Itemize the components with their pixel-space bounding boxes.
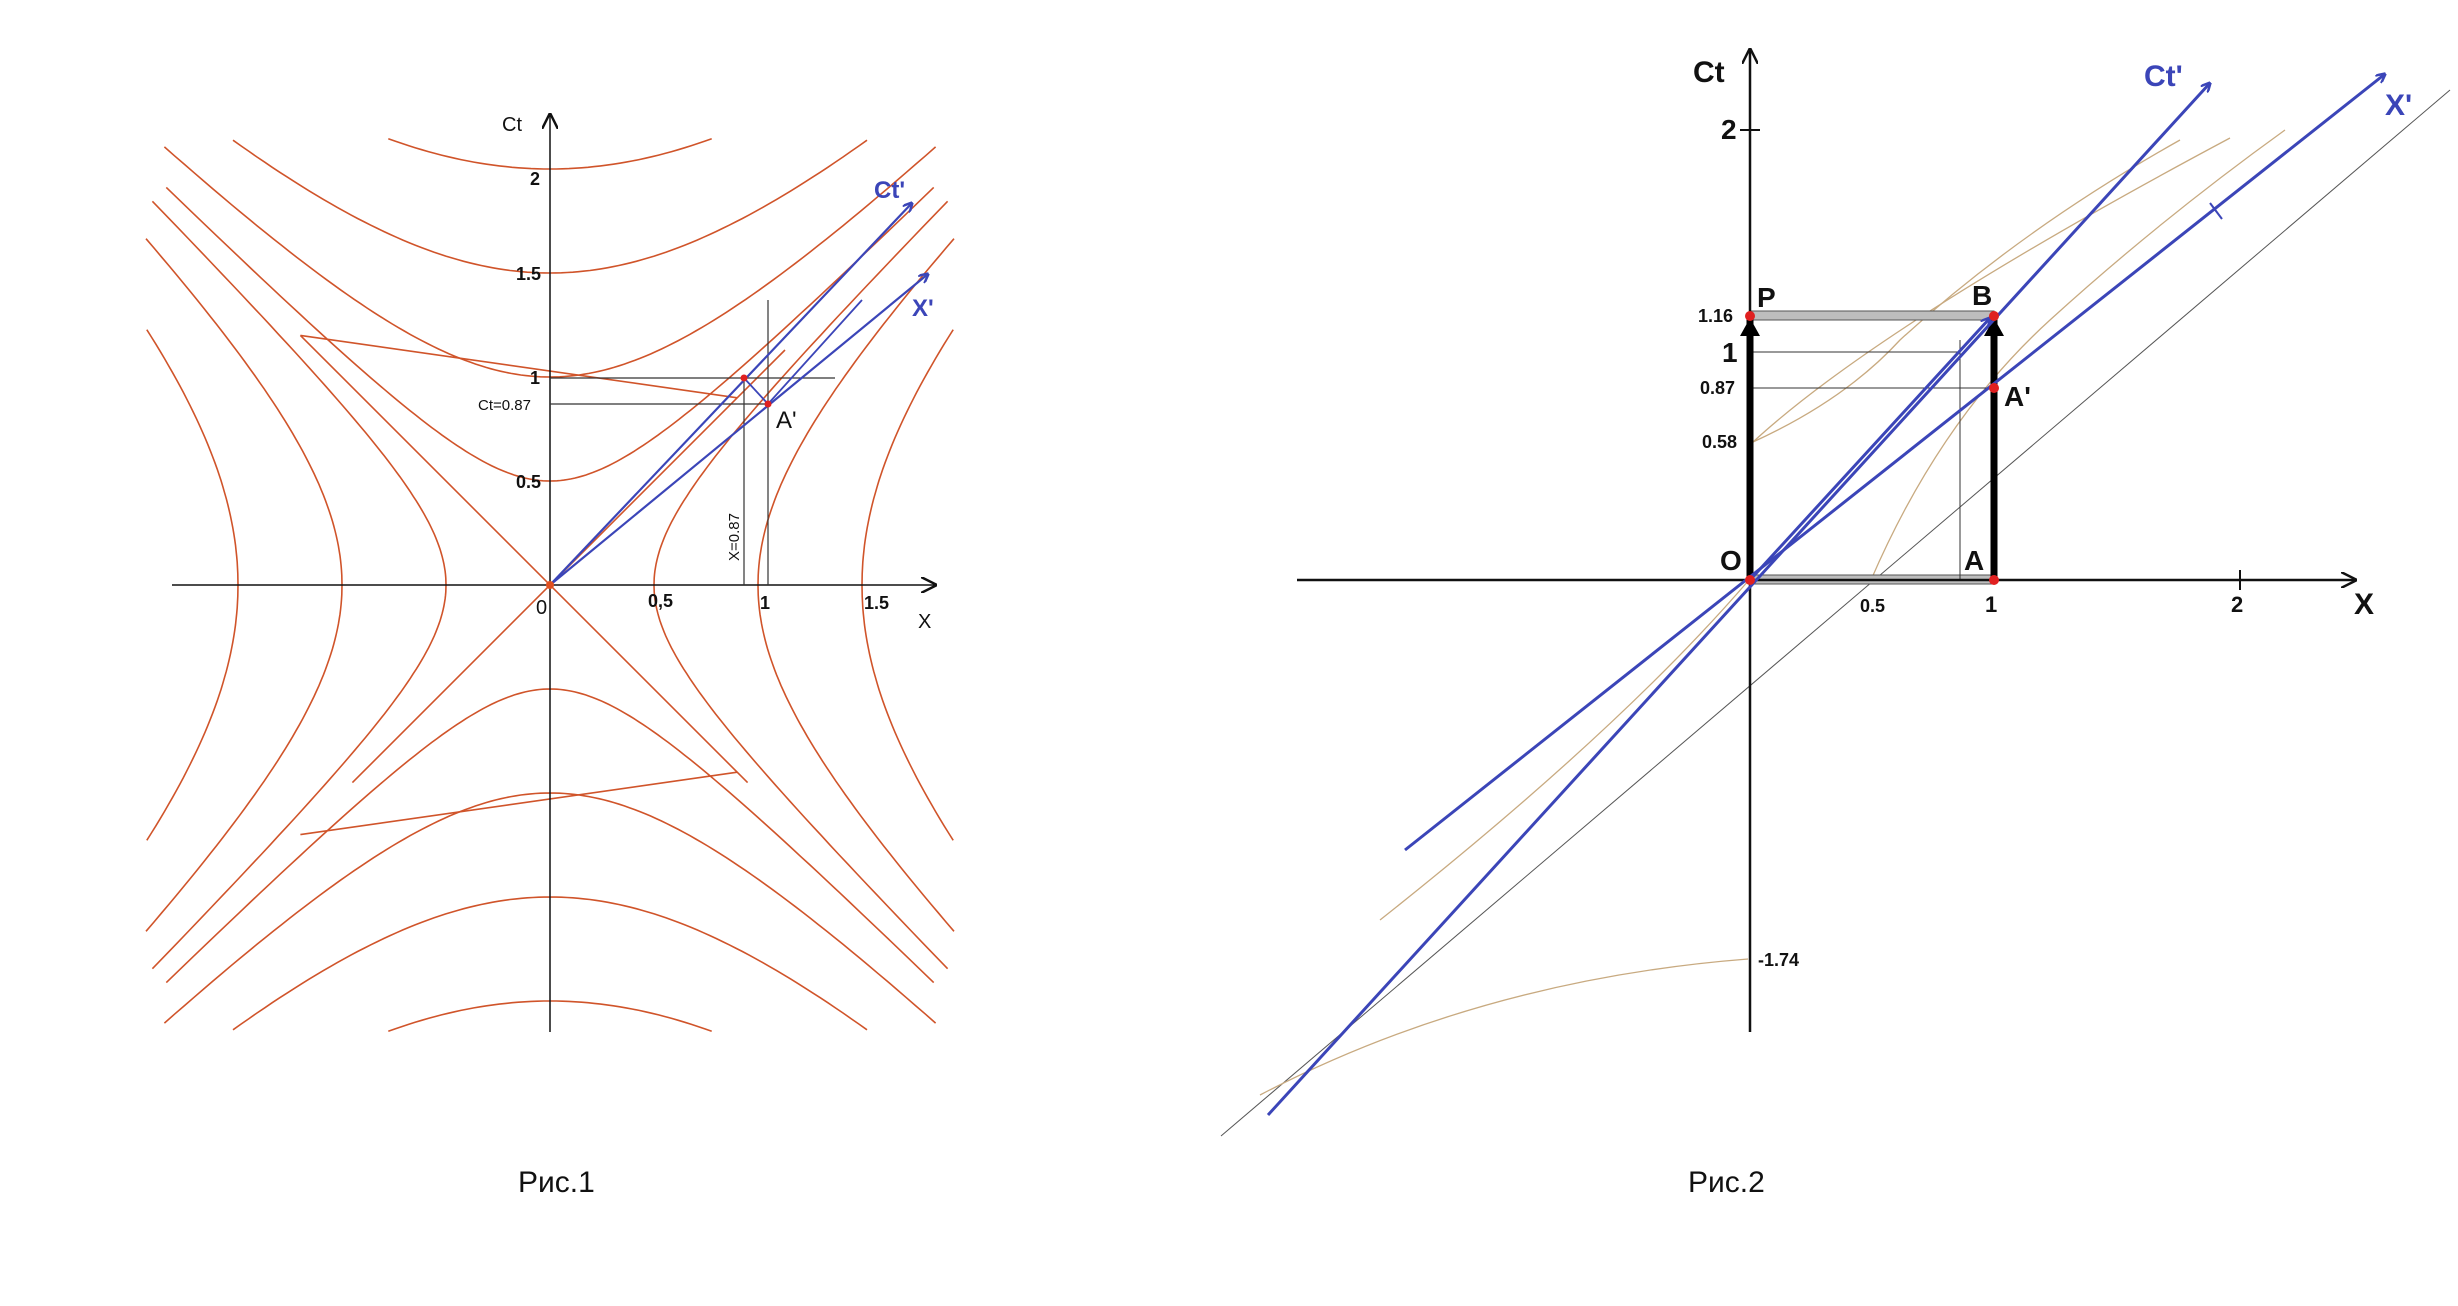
fig2-point-a — [1989, 575, 1999, 585]
fig1-ct-tick-15: 1.5 — [516, 264, 541, 284]
fig1-asymptote-1 — [300, 771, 738, 836]
fig2-label-ap: A' — [2004, 381, 2031, 412]
fig2-ct-tick-116: 1.16 — [1698, 306, 1733, 326]
fig2-x-axis-label: X — [2354, 588, 2374, 621]
fig1-point-1 — [740, 374, 748, 382]
fig1-x-tick-05: 0,5 — [648, 591, 673, 611]
fig1-xp-parallel — [767, 299, 863, 405]
fig1-ctp-label: Ct' — [874, 177, 905, 204]
fig2-light-line-a — [1220, 89, 2451, 1137]
fig1-xp-axis — [549, 274, 928, 586]
fig2-xp-tick — [2209, 202, 2223, 220]
fig2-point-o — [1745, 575, 1755, 585]
fig2-hyperbola-ct058 — [1752, 139, 2181, 443]
fig2-bar-op — [1749, 310, 1995, 321]
fig2-x-tick-1: 1 — [1985, 592, 1997, 617]
fig1-ct-tick-05: 0.5 — [516, 472, 541, 492]
fig2-hyperbola-upper — [1752, 137, 2231, 443]
fig1-ct-tick-2: 2 — [530, 169, 540, 189]
fig2-xp-axis — [1404, 74, 2385, 852]
fig2-ct-tick-1: 1 — [1722, 337, 1738, 368]
figure-1: Ct X 0 0,5 1 1.5 0.5 1 1.5 2 Ct=0.87 X=0… — [145, 114, 955, 1033]
fig1-ct-tick-1: 1 — [530, 368, 540, 388]
fig2-xp-label: X' — [2385, 89, 2412, 122]
fig1-ctp-axis — [549, 203, 912, 586]
fig2-vector-ob — [1748, 318, 1990, 582]
fig2-label-o: O — [1720, 545, 1742, 576]
fig1-ap-label: A' — [776, 407, 797, 434]
fig2-ct-axis-label: Ct — [1693, 56, 1725, 89]
fig2-ct-tick-neg174: -1.74 — [1758, 950, 1799, 970]
fig1-x-tick-1: 1 — [760, 593, 770, 613]
fig2-hyperbola-ct-neg174 — [1259, 958, 1749, 1096]
fig2-ctp-axis — [1266, 83, 2210, 1117]
fig2-hyperbola-x05 — [1870, 129, 2286, 581]
fig1-point-ap — [764, 400, 772, 408]
fig1-origin-label: 0 — [536, 597, 547, 619]
fig1-origin-point — [546, 581, 554, 589]
fig2-label-a: A — [1964, 545, 1984, 576]
fig2-point-ap — [1989, 383, 1999, 393]
figure-2: Ct X Ct' X' O A B P A' 0.5 1 2 1.16 1 0.… — [1220, 50, 2451, 1137]
fig2-ct-tick-2: 2 — [1721, 114, 1737, 145]
fig2-hyperbola-lower-left — [1379, 579, 1750, 921]
fig1-ctp-parallel — [743, 377, 769, 405]
fig1-ct-value-label: Ct=0.87 — [478, 397, 531, 414]
fig2-point-p — [1745, 311, 1755, 321]
fig2-x-tick-05: 0.5 — [1860, 596, 1885, 616]
fig2-ct-tick-058: 0.58 — [1702, 432, 1737, 452]
fig1-asymptote-nw-se — [299, 334, 749, 784]
fig2-point-b — [1989, 311, 1999, 321]
fig1-x-axis-label: X — [918, 611, 931, 633]
fig1-x-tick-15: 1.5 — [864, 593, 889, 613]
fig2-label-b: B — [1972, 280, 1992, 311]
fig1-ct-axis-label: Ct — [502, 114, 522, 136]
fig2-ct-tick-087: 0.87 — [1700, 378, 1735, 398]
fig1-x-value-label: X=0.87 — [726, 513, 743, 561]
fig2-caption: Рис.2 — [1688, 1166, 1765, 1199]
fig1-xp-label: X' — [912, 295, 934, 322]
fig2-ctp-label: Ct' — [2144, 60, 2183, 93]
fig1-caption: Рис.1 — [518, 1166, 595, 1199]
fig1-asymptote-0 — [300, 334, 738, 399]
fig2-label-p: P — [1757, 282, 1776, 313]
fig2-x-tick-2: 2 — [2231, 592, 2243, 617]
